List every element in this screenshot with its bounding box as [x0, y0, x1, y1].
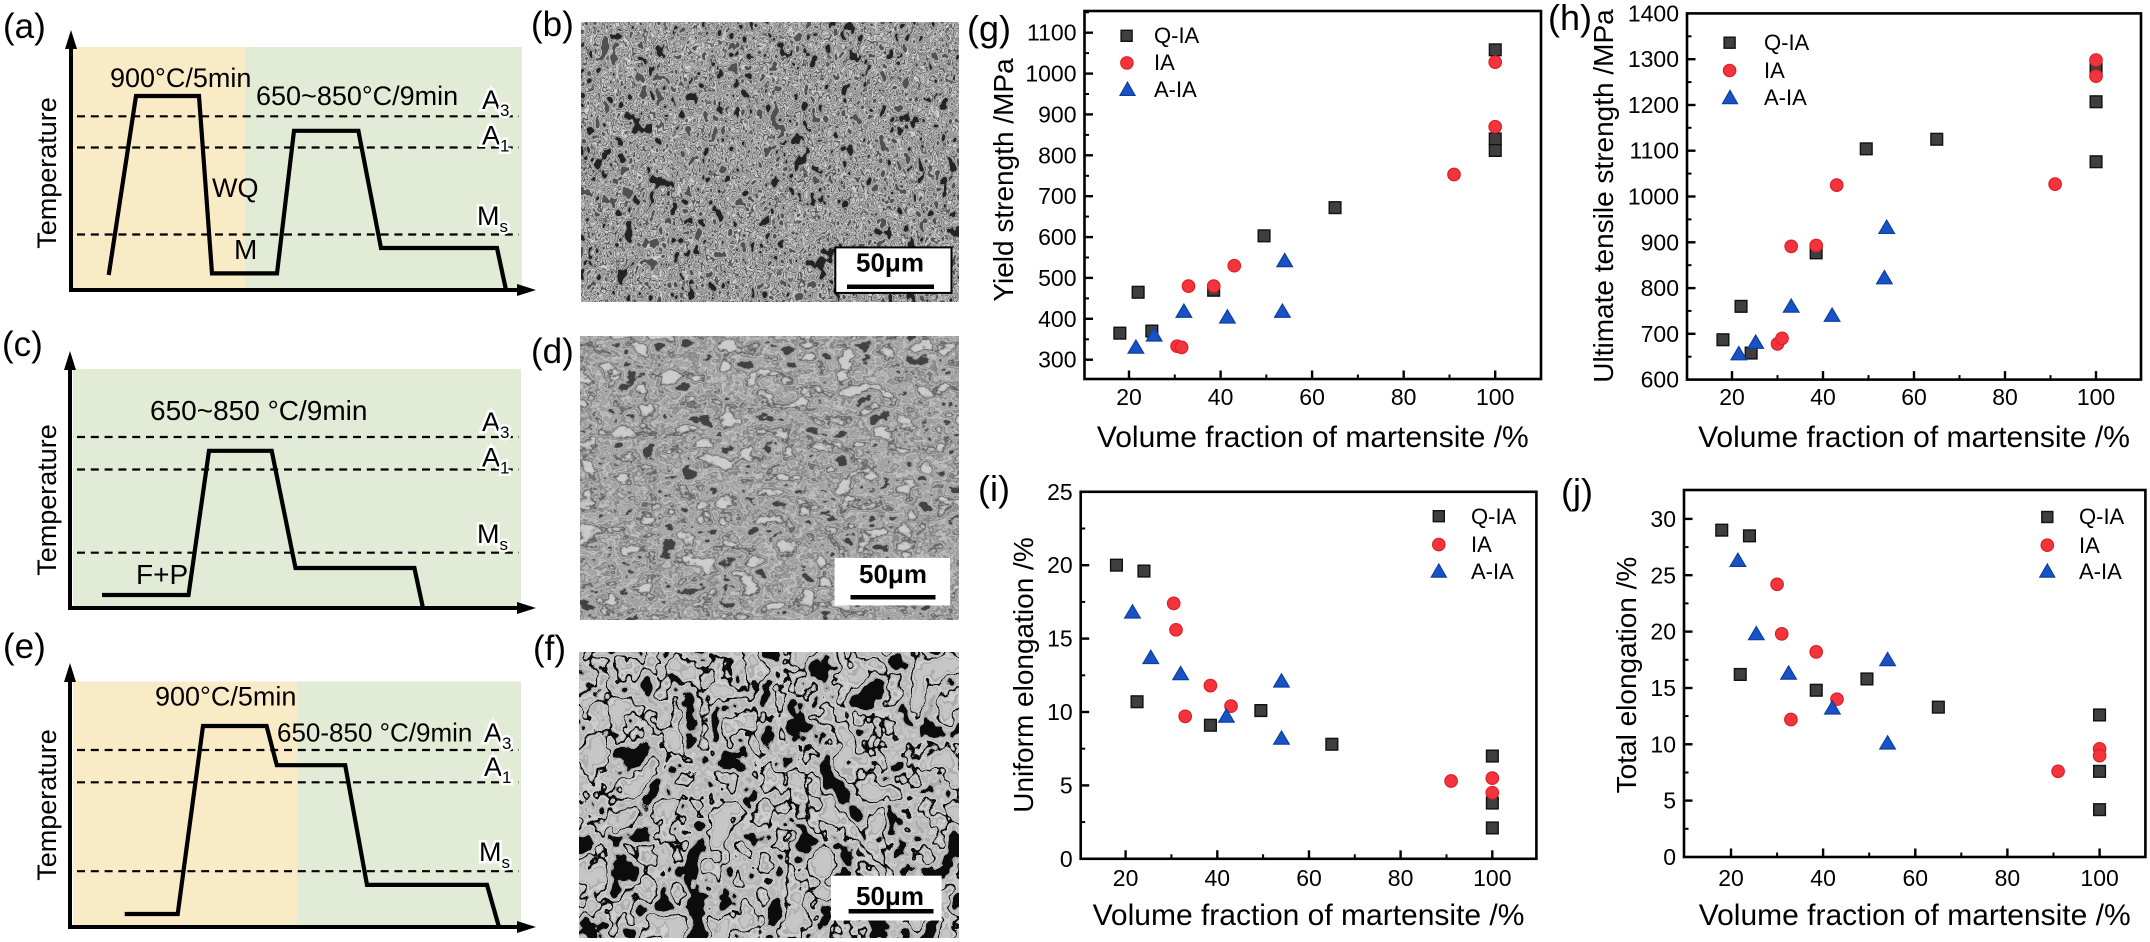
svg-text:(a): (a) — [3, 7, 46, 46]
svg-text:WQ: WQ — [212, 173, 259, 203]
svg-text:50μm: 50μm — [859, 559, 927, 589]
svg-text:15: 15 — [1650, 675, 1676, 701]
svg-text:IA: IA — [1471, 532, 1492, 557]
svg-text:900°C/5min: 900°C/5min — [155, 681, 296, 711]
svg-text:20: 20 — [1113, 865, 1139, 891]
svg-text:(h): (h) — [1548, 0, 1592, 38]
svg-text:25: 25 — [1650, 562, 1676, 588]
svg-text:50μm: 50μm — [856, 248, 924, 278]
svg-text:1000: 1000 — [1628, 184, 1679, 210]
svg-text:Volume fraction of martensite: Volume fraction of martensite /% — [1698, 421, 2130, 454]
svg-text:500: 500 — [1038, 265, 1076, 291]
svg-text:600: 600 — [1038, 224, 1076, 250]
svg-text:40: 40 — [1810, 384, 1836, 410]
svg-text:F+P: F+P — [136, 559, 188, 590]
svg-text:Total elongation /%: Total elongation /% — [1611, 557, 1642, 794]
svg-text:800: 800 — [1038, 142, 1076, 168]
svg-text:1200: 1200 — [1628, 92, 1679, 118]
svg-text:(c): (c) — [2, 325, 43, 364]
svg-text:IA: IA — [1154, 50, 1175, 75]
svg-text:(j): (j) — [1561, 471, 1593, 512]
svg-text:900: 900 — [1038, 101, 1076, 127]
svg-text:100: 100 — [1476, 384, 1514, 410]
svg-text:100: 100 — [2077, 384, 2115, 410]
svg-text:A-IA: A-IA — [1471, 559, 1514, 584]
svg-text:IA: IA — [2079, 533, 2100, 558]
svg-text:60: 60 — [1903, 865, 1929, 891]
svg-text:Ultimate tensile strength /MPa: Ultimate tensile strength /MPa — [1588, 9, 1619, 383]
svg-text:Q-IA: Q-IA — [1764, 30, 1810, 55]
svg-text:M: M — [234, 234, 257, 265]
svg-text:Volume fraction of martensite: Volume fraction of martensite /% — [1093, 899, 1525, 932]
svg-text:Volume fraction of martensite: Volume fraction of martensite /% — [1097, 421, 1529, 454]
svg-text:100: 100 — [2080, 865, 2118, 891]
svg-text:800: 800 — [1641, 275, 1679, 301]
svg-text:650~850°C/9min: 650~850°C/9min — [256, 81, 458, 111]
svg-text:300: 300 — [1038, 347, 1076, 373]
svg-text:60: 60 — [1296, 865, 1322, 891]
svg-text:1300: 1300 — [1628, 46, 1679, 72]
svg-text:900°C/5min: 900°C/5min — [110, 63, 251, 93]
svg-text:(g): (g) — [967, 8, 1011, 49]
svg-text:A-IA: A-IA — [1764, 85, 1807, 110]
svg-text:Q-IA: Q-IA — [1471, 504, 1517, 529]
svg-text:1400: 1400 — [1628, 0, 1679, 26]
svg-text:1100: 1100 — [1630, 138, 1679, 164]
svg-text:Temperature: Temperature — [32, 97, 62, 249]
svg-text:15: 15 — [1047, 626, 1073, 652]
svg-text:Uniform elongation /%: Uniform elongation /% — [1008, 537, 1039, 812]
svg-text:650-850 °C/9min: 650-850 °C/9min — [277, 717, 472, 747]
svg-text:20: 20 — [1047, 552, 1073, 578]
svg-text:20: 20 — [1718, 865, 1744, 891]
svg-text:80: 80 — [1391, 384, 1417, 410]
svg-text:A3: A3 — [482, 407, 509, 442]
svg-text:10: 10 — [1650, 731, 1676, 757]
svg-text:Yield strength /MPa: Yield strength /MPa — [988, 58, 1019, 302]
svg-text:1100: 1100 — [1027, 20, 1076, 46]
svg-text:0: 0 — [1060, 846, 1073, 872]
svg-text:(i): (i) — [978, 468, 1010, 509]
svg-text:20: 20 — [1719, 384, 1745, 410]
svg-text:80: 80 — [1388, 865, 1414, 891]
svg-text:20: 20 — [1116, 384, 1142, 410]
svg-text:40: 40 — [1810, 865, 1836, 891]
svg-text:Temperature: Temperature — [32, 729, 62, 881]
svg-text:(d): (d) — [531, 332, 574, 371]
svg-text:100: 100 — [1473, 865, 1511, 891]
svg-text:25: 25 — [1047, 479, 1073, 505]
svg-text:20: 20 — [1650, 619, 1676, 645]
svg-text:600: 600 — [1641, 367, 1679, 393]
svg-text:5: 5 — [1663, 788, 1676, 814]
svg-text:40: 40 — [1205, 865, 1231, 891]
svg-text:80: 80 — [1995, 865, 2021, 891]
svg-text:Volume fraction of martensite: Volume fraction of martensite /% — [1699, 899, 2131, 932]
svg-text:80: 80 — [1992, 384, 2018, 410]
svg-text:A-IA: A-IA — [2079, 559, 2122, 584]
svg-text:700: 700 — [1038, 183, 1076, 209]
svg-text:Temperature: Temperature — [32, 424, 62, 576]
svg-text:10: 10 — [1047, 699, 1073, 725]
svg-text:60: 60 — [1901, 384, 1927, 410]
svg-text:0: 0 — [1663, 844, 1676, 870]
svg-text:IA: IA — [1764, 58, 1785, 83]
svg-text:900: 900 — [1641, 229, 1679, 255]
svg-text:650~850 °C/9min: 650~850 °C/9min — [150, 395, 367, 426]
svg-text:50μm: 50μm — [856, 881, 924, 911]
svg-text:(b): (b) — [531, 5, 574, 44]
svg-text:1000: 1000 — [1025, 61, 1076, 87]
svg-text:A-IA: A-IA — [1154, 77, 1197, 102]
svg-text:(f): (f) — [533, 629, 566, 668]
svg-text:400: 400 — [1038, 306, 1076, 332]
svg-text:700: 700 — [1641, 321, 1679, 347]
svg-text:60: 60 — [1299, 384, 1325, 410]
svg-text:(e): (e) — [3, 627, 46, 666]
svg-text:30: 30 — [1650, 506, 1676, 532]
svg-text:Q-IA: Q-IA — [2079, 504, 2125, 529]
svg-text:5: 5 — [1060, 772, 1073, 798]
svg-text:Q-IA: Q-IA — [1154, 23, 1200, 48]
svg-text:40: 40 — [1208, 384, 1234, 410]
